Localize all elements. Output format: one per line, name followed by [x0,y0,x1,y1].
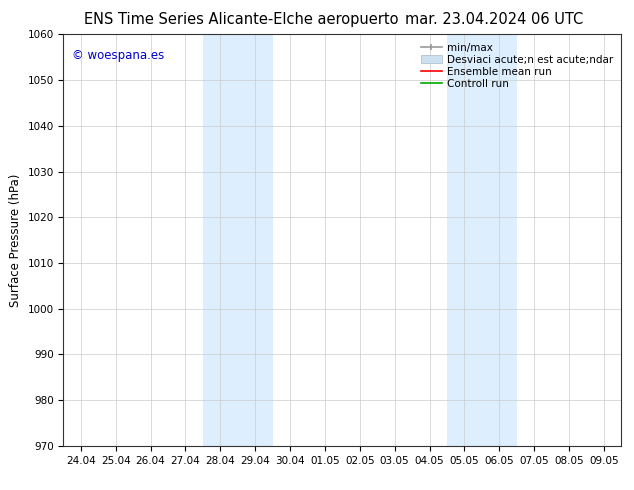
Y-axis label: Surface Pressure (hPa): Surface Pressure (hPa) [9,173,22,307]
Bar [447,34,517,446]
Bar [203,34,273,446]
Text: © woespana.es: © woespana.es [72,49,164,62]
Legend: min/max, Desviaci acute;n est acute;ndar, Ensemble mean run, Controll run: min/max, Desviaci acute;n est acute;ndar… [418,40,616,92]
Text: mar. 23.04.2024 06 UTC: mar. 23.04.2024 06 UTC [405,12,584,27]
Text: ENS Time Series Alicante-Elche aeropuerto: ENS Time Series Alicante-Elche aeropuert… [84,12,398,27]
